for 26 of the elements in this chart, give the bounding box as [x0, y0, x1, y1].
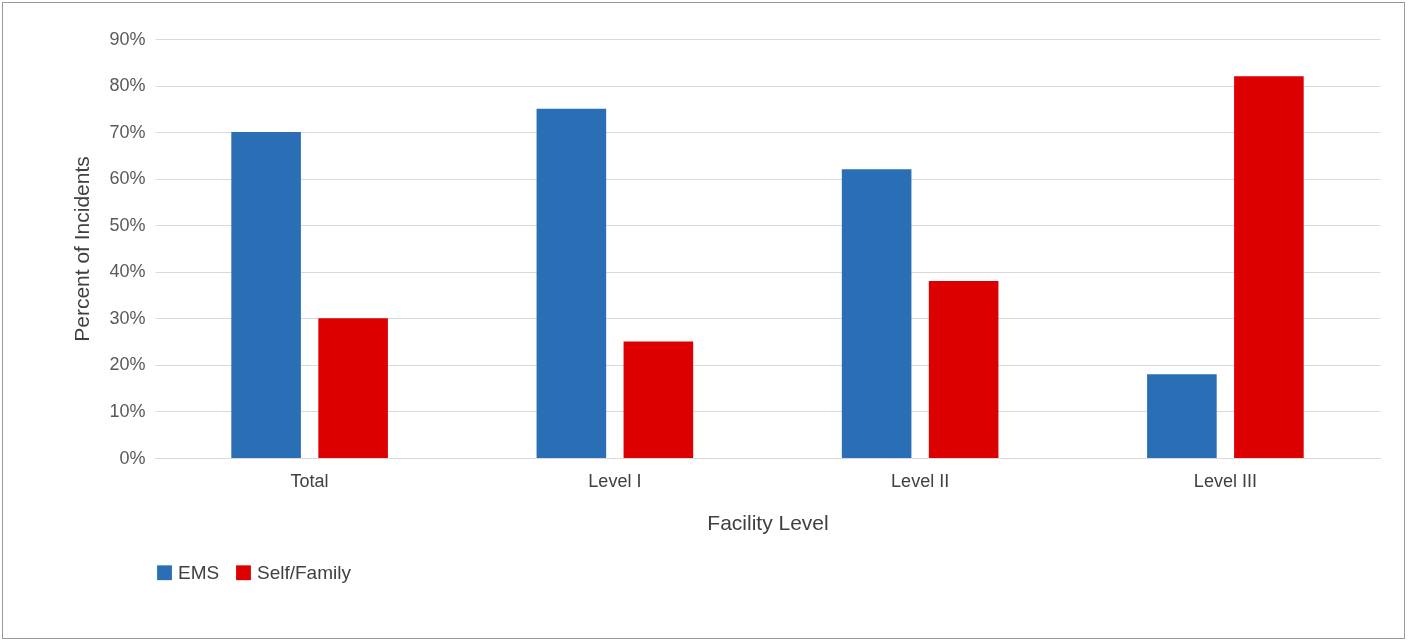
- bar: [1147, 374, 1217, 458]
- y-tick-label: 60%: [109, 168, 146, 189]
- bar: [231, 132, 301, 458]
- y-tick-label: 10%: [109, 400, 146, 421]
- legend-label: Self/Family: [257, 561, 352, 583]
- x-tick-label: Level II: [891, 470, 950, 491]
- y-tick-label: 90%: [109, 28, 146, 49]
- bar: [318, 318, 388, 458]
- legend-label: EMS: [178, 561, 220, 583]
- bar: [536, 108, 607, 458]
- y-tick-label: 70%: [109, 121, 146, 142]
- y-tick-label: 80%: [109, 75, 146, 96]
- bar: [841, 169, 912, 458]
- y-tick-label: 40%: [109, 261, 146, 282]
- x-tick-label: Total: [290, 470, 329, 491]
- y-tick-label: 30%: [109, 307, 146, 328]
- x-tick-label: Level I: [588, 470, 642, 491]
- bar: [1234, 76, 1304, 458]
- bar: [623, 341, 694, 458]
- bar: [928, 281, 999, 458]
- y-tick-label: 20%: [109, 354, 146, 375]
- x-axis-title: Facility Level: [707, 510, 829, 534]
- y-tick-label: 0%: [119, 447, 146, 468]
- y-tick-label: 50%: [109, 214, 146, 235]
- x-tick-label: Level III: [1193, 470, 1257, 491]
- y-axis-title: Percent of Incidents: [70, 156, 94, 342]
